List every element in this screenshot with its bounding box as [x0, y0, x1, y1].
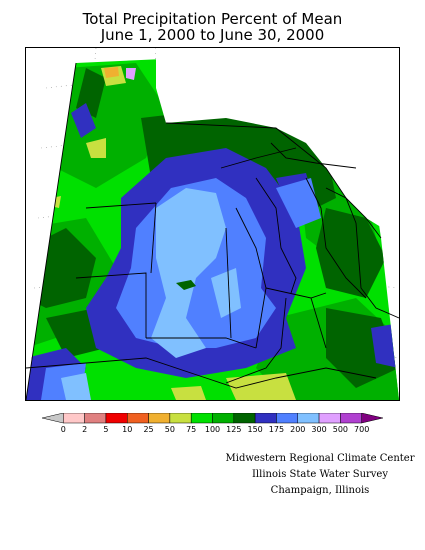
- precipitation-map: [25, 47, 400, 401]
- legend-arrow-high: [361, 413, 384, 424]
- legend-swatch: [127, 413, 149, 424]
- legend-swatch: [233, 413, 256, 424]
- legend-swatch: [148, 413, 171, 424]
- credit-line-3: Champaign, Illinois: [270, 485, 370, 496]
- legend-tick-label: 200: [290, 425, 306, 434]
- legend-swatch: [105, 413, 128, 424]
- credit-line-2: Illinois State Water Survey: [251, 469, 388, 480]
- legend-tick-label: 500: [332, 425, 349, 434]
- date-range-subtitle: June 1, 2000 to June 30, 2000: [100, 26, 325, 44]
- legend-tick-label: 150: [247, 425, 263, 434]
- legend-tick-label: 125: [226, 425, 242, 434]
- legend-tick-label: 50: [164, 425, 175, 434]
- legend-tick-label: 175: [268, 425, 285, 434]
- state-boundaries: [26, 62, 399, 400]
- no-data-area: [156, 48, 399, 238]
- legend-swatch: [254, 413, 277, 424]
- color-legend: [41, 413, 384, 424]
- legend-swatch: [63, 413, 85, 424]
- legend-tick-label: 2: [82, 425, 88, 434]
- legend-bar: [41, 413, 384, 424]
- legend-tick-label: 700: [354, 425, 370, 434]
- legend-swatch: [212, 413, 235, 424]
- legend-tick-label: 25: [143, 425, 154, 434]
- legend-swatch: [340, 413, 362, 424]
- legend-tick-label: 75: [186, 425, 197, 434]
- map-title: Total Precipitation Percent of Mean: [82, 10, 343, 28]
- legend-swatch: [169, 413, 192, 424]
- legend-swatch: [84, 413, 107, 424]
- legend-tick-label: 100: [204, 425, 221, 434]
- legend-swatch: [318, 413, 341, 424]
- legend-tick-label: 300: [311, 425, 327, 434]
- legend-tick-label: 5: [103, 425, 109, 434]
- legend-swatch: [297, 413, 320, 424]
- legend-tick-label: 0: [60, 425, 66, 434]
- map-svg: [26, 48, 399, 400]
- legend-swatch: [190, 413, 213, 424]
- legend-tick-label: 10: [122, 425, 133, 434]
- legend-arrow-low: [41, 413, 64, 424]
- legend-swatch: [276, 413, 298, 424]
- credit-line-1: Midwestern Regional Climate Center: [225, 453, 415, 464]
